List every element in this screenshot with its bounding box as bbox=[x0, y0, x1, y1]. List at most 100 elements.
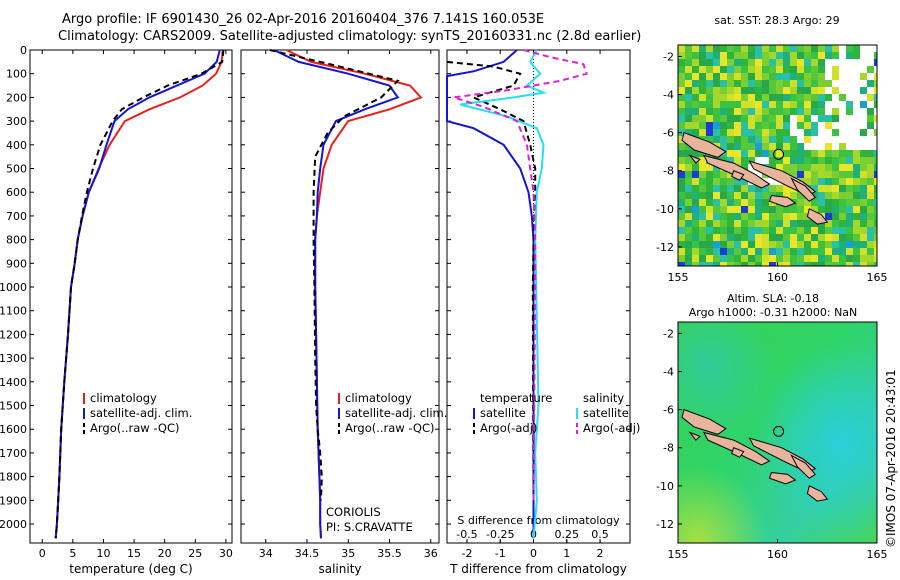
sst-cell bbox=[720, 122, 727, 129]
sst-cell bbox=[776, 234, 783, 241]
sst-cell bbox=[790, 45, 797, 52]
sst-cell bbox=[748, 59, 755, 66]
sst-cell bbox=[853, 59, 860, 66]
sst-cell bbox=[776, 80, 783, 87]
sst-cell bbox=[734, 206, 741, 213]
sst-cell bbox=[734, 101, 741, 108]
sst-cell bbox=[867, 262, 874, 266]
sst-cell bbox=[769, 255, 776, 262]
sst-cell bbox=[860, 73, 867, 80]
sst-cell bbox=[692, 66, 699, 73]
sst-cell bbox=[818, 171, 825, 178]
sst-cell bbox=[846, 108, 853, 115]
sst-cell bbox=[825, 248, 832, 255]
sst-cell bbox=[797, 108, 804, 115]
sst-cell bbox=[853, 66, 860, 73]
sst-cell bbox=[804, 129, 811, 136]
y-tick-label: 1900 bbox=[0, 494, 27, 507]
sst-cell bbox=[748, 66, 755, 73]
sst-cell bbox=[860, 227, 867, 234]
sst-cell bbox=[832, 129, 839, 136]
sst-cell bbox=[713, 136, 720, 143]
sst-cell bbox=[706, 66, 713, 73]
sst-cell bbox=[762, 73, 769, 80]
island-land bbox=[681, 131, 727, 158]
sst-cell bbox=[825, 185, 832, 192]
sst-cell bbox=[685, 248, 692, 255]
sst-cell bbox=[783, 213, 790, 220]
sst-cell bbox=[776, 108, 783, 115]
sst-cell bbox=[846, 185, 853, 192]
sst-cell bbox=[727, 115, 734, 122]
sst-cell bbox=[846, 87, 853, 94]
sst-cell bbox=[706, 178, 713, 185]
sst-cell bbox=[748, 115, 755, 122]
sst-cell bbox=[804, 108, 811, 115]
sst-cell bbox=[755, 80, 762, 87]
sst-cell bbox=[727, 150, 734, 157]
sst-cell bbox=[874, 164, 877, 171]
sst-cell bbox=[678, 52, 685, 59]
sst-cell bbox=[783, 164, 790, 171]
sst-cell bbox=[755, 94, 762, 101]
sst-cell bbox=[783, 241, 790, 248]
sst-cell bbox=[839, 115, 846, 122]
sst-cell bbox=[832, 262, 839, 266]
sst-cell bbox=[734, 234, 741, 241]
sst-cell bbox=[692, 199, 699, 206]
sst-cell bbox=[748, 164, 755, 171]
sst-cell bbox=[692, 150, 699, 157]
sst-cell bbox=[741, 108, 748, 115]
sst-cell bbox=[706, 59, 713, 66]
sst-cell bbox=[853, 87, 860, 94]
sst-cell bbox=[678, 206, 685, 213]
sst-cell bbox=[706, 108, 713, 115]
sst-cell bbox=[692, 87, 699, 94]
sst-cell bbox=[720, 220, 727, 227]
sst-cell bbox=[790, 213, 797, 220]
sst-cell bbox=[783, 157, 790, 164]
sst-cell bbox=[804, 94, 811, 101]
sst-cell bbox=[748, 143, 755, 150]
sst-cell bbox=[685, 206, 692, 213]
sst-cell bbox=[748, 87, 755, 94]
sst-cell bbox=[811, 101, 818, 108]
sst-cell bbox=[811, 129, 818, 136]
sst-cell bbox=[713, 262, 720, 266]
sst-cell bbox=[769, 59, 776, 66]
sst-cell bbox=[867, 143, 874, 150]
sst-cell bbox=[839, 101, 846, 108]
y-tick-label: 100 bbox=[6, 68, 27, 81]
sst-cell bbox=[832, 73, 839, 80]
sst-cell bbox=[853, 157, 860, 164]
sst-cell bbox=[748, 234, 755, 241]
x-tick-label: 34.5 bbox=[295, 547, 320, 560]
sst-cell bbox=[818, 143, 825, 150]
y-tick-label: 0 bbox=[20, 44, 27, 57]
sst-cell bbox=[769, 101, 776, 108]
sst-cell bbox=[874, 199, 877, 206]
sst-cell bbox=[797, 206, 804, 213]
sst-cell bbox=[797, 136, 804, 143]
sst-cell bbox=[741, 115, 748, 122]
sst-cell bbox=[755, 59, 762, 66]
sst-cell bbox=[727, 129, 734, 136]
sst-cell bbox=[748, 185, 755, 192]
sst-cell bbox=[832, 143, 839, 150]
argo-location-marker bbox=[773, 148, 785, 160]
sst-cell bbox=[867, 185, 874, 192]
sst-cell bbox=[797, 143, 804, 150]
sst-cell bbox=[846, 143, 853, 150]
sst-cell bbox=[748, 80, 755, 87]
sst-cell bbox=[811, 122, 818, 129]
sst-cell bbox=[825, 199, 832, 206]
y-tick-label: 1700 bbox=[0, 447, 27, 460]
sst-cell bbox=[748, 94, 755, 101]
sst-cell bbox=[790, 87, 797, 94]
sst-cell bbox=[699, 73, 706, 80]
sst-cell bbox=[804, 220, 811, 227]
sst-cell bbox=[692, 241, 699, 248]
sst-cell bbox=[790, 101, 797, 108]
sst-cell bbox=[874, 185, 877, 192]
sst-cell bbox=[699, 248, 706, 255]
